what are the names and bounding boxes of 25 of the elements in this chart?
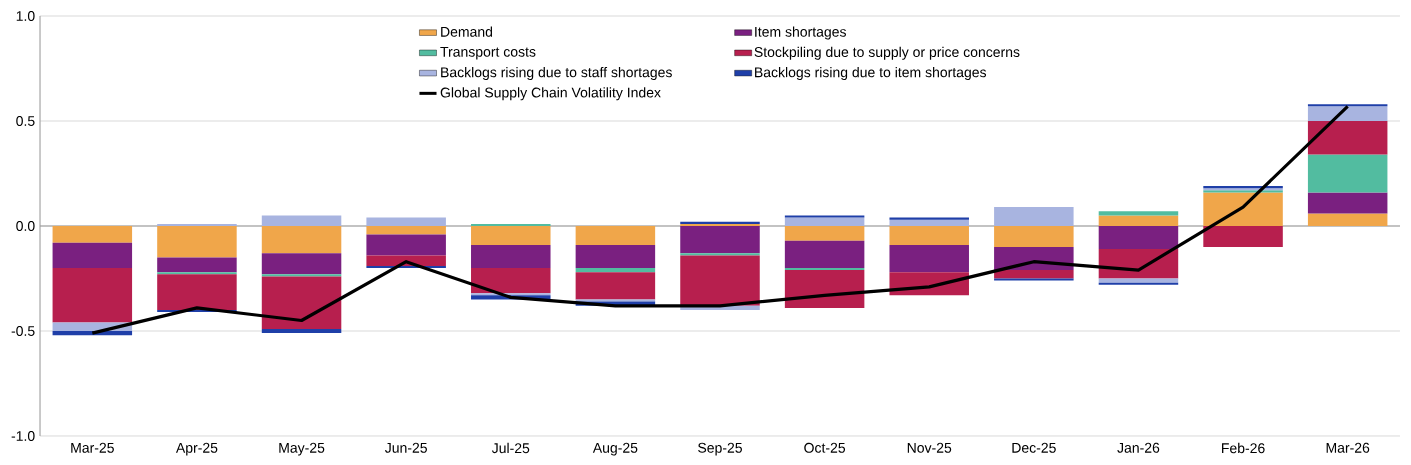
x-tick-label: Nov-25 (907, 442, 952, 453)
x-tick-label: Jun-25 (384, 442, 427, 453)
x-tick-label: Feb-26 (1222, 442, 1265, 454)
legend-label: Global Supply Chain Volatility Index (440, 87, 661, 101)
y-tick-label: 1.0 (16, 11, 35, 21)
x-tick-label: Jul-25 (491, 442, 530, 454)
x-tick-label: Aug-25 (592, 442, 638, 456)
x-tick-label: Mar-26 (1326, 442, 1370, 453)
y-tick-label: 0.5 (16, 116, 35, 126)
legend-label: Demand (441, 26, 493, 37)
legend-label: Item shortages (755, 26, 846, 40)
x-tick-label: Mar-25 (71, 442, 114, 453)
x-tick-label: Jan-26 (1117, 442, 1160, 453)
x-tick-label: Oct-25 (804, 442, 846, 453)
x-tick-label: Sep-25 (698, 442, 742, 456)
x-tick-label: May-25 (279, 442, 325, 456)
legend-label: Backlogs rising due to staff shortages (441, 66, 672, 81)
y-tick-label: -0.5 (11, 326, 35, 336)
y-tick-label: -1.0 (11, 431, 35, 441)
legend-label: Transport costs (440, 47, 536, 60)
x-tick-label: Dec-25 (1012, 442, 1056, 453)
y-tick-label: 0.0 (16, 221, 35, 231)
x-tick-label: Apr-25 (175, 442, 218, 456)
legend-label: Stockpiling due to supply or price concerns (754, 46, 1020, 60)
legend-label: Backlogs rising due to item shortages (755, 66, 987, 81)
